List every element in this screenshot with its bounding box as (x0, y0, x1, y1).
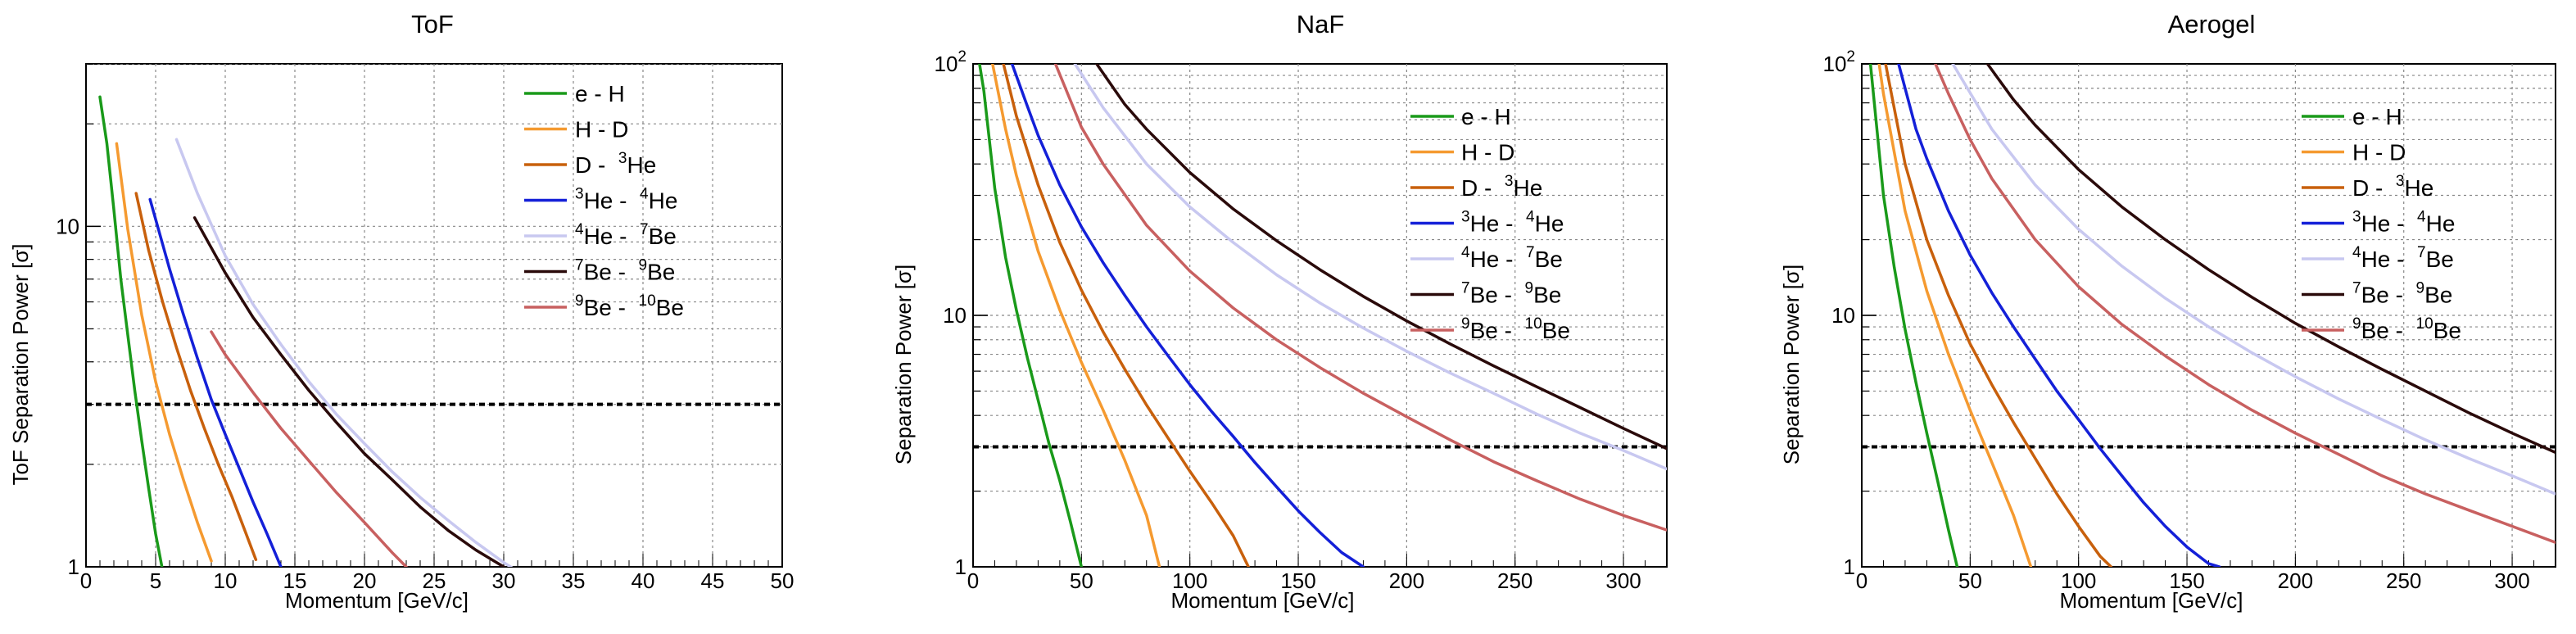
x-tick-label: 50 (1070, 568, 1093, 593)
grid (86, 64, 782, 567)
x-tick-label: 100 (2061, 568, 2096, 593)
x-tick-label: 0 (1856, 568, 1867, 593)
series-line-d-3he (134, 192, 258, 561)
series-line-e-h (1868, 64, 1959, 567)
series-line-4he-7be (174, 138, 514, 567)
x-axis-label: Momentum [GeV/c] (2060, 588, 2243, 613)
legend-label-3he-4he: 3He - 4He (1461, 209, 1564, 237)
legend-label-9be-10be: 9Be - 10Be (575, 292, 684, 320)
chart-title: Aerogel (2168, 10, 2256, 38)
y-axis-label: Separation Power [σ] (1779, 265, 1804, 464)
x-tick-label: 5 (150, 568, 161, 593)
x-tick-label: 300 (2494, 568, 2529, 593)
series-line-7be-9be (1985, 64, 2556, 455)
legend: e - H H - D D - 3He 3He - 4He 4He - 7Be 7Be -… (524, 81, 684, 320)
y-axis-label: Separation Power [σ] (891, 265, 916, 464)
x-tick-label: 200 (1389, 568, 1424, 593)
legend-label-4he-7be: 4He - 7Be (2352, 244, 2454, 272)
legend-label-4he-7be: 4He - 7Be (1461, 244, 1563, 272)
series-line-4he-7be (1951, 64, 2556, 496)
y-tick-label: 10 (56, 214, 79, 238)
chart-panel-naf: 0 50 100 150 200 250 300 1 10 102 e - H H - D D - 3H… (891, 10, 1668, 613)
x-tick-label: 15 (283, 568, 307, 593)
series-group (98, 95, 514, 567)
y-tick-label: 1 (68, 555, 79, 579)
legend-label-7be-9be: 7Be - 9Be (1461, 280, 1561, 308)
x-tick-label: 100 (1172, 568, 1207, 593)
series-line-h-d (991, 64, 1161, 567)
legend-label-d-3he: D - 3He (1461, 173, 1542, 201)
legend-label-7be-9be: 7Be - 9Be (575, 257, 675, 285)
series-group (978, 64, 1667, 567)
series-line-h-d (1877, 64, 2033, 567)
legend-label-9be-10be: 9Be - 10Be (1461, 315, 1570, 343)
series-line-4he-7be (1073, 64, 1667, 471)
legend-label-3he-4he: 3He - 4He (2352, 209, 2455, 237)
series-line-h-d (115, 142, 213, 563)
series-group (1868, 64, 2556, 567)
x-tick-label: 250 (1497, 568, 1532, 593)
legend-label-3he-4he: 3He - 4He (575, 186, 677, 214)
legend: e - H H - D D - 3He 3He - 4He 4He - 7Be 7Be -… (1410, 104, 1570, 343)
y-tick-label: 102 (935, 48, 967, 76)
series-line-3he-4he (1897, 64, 2221, 567)
x-tick-label: 20 (353, 568, 377, 593)
series-line-e-h (98, 95, 164, 567)
x-tick-label: 0 (967, 568, 979, 593)
series-line-e-h (978, 64, 1084, 567)
y-axis-label: ToF Separation Power [σ] (8, 244, 33, 486)
series-line-3he-4he (148, 197, 283, 567)
x-tick-label: 35 (562, 568, 586, 593)
y-tick-label: 1 (1844, 555, 1855, 579)
legend-label-9be-10be: 9Be - 10Be (2352, 315, 2461, 343)
legend-label-7be-9be: 7Be - 9Be (2352, 280, 2452, 308)
grid (1862, 64, 2556, 567)
legend: e - H H - D D - 3He 3He - 4He 4He - 7Be 7Be -… (2302, 104, 2461, 343)
legend-label-d-3he: D - 3He (2352, 173, 2433, 201)
x-tick-label: 45 (701, 568, 725, 593)
series-line-3he-4he (1010, 64, 1365, 567)
chart-panel-aerogel: 0 50 100 150 200 250 300 1 10 102 e - H H - D D - 3H… (1779, 10, 2556, 613)
y-tick-label: 1 (955, 555, 967, 579)
x-tick-label: 50 (771, 568, 795, 593)
legend-label-h-d: H - D (2352, 140, 2406, 165)
x-tick-label: 25 (423, 568, 446, 593)
y-tick-label: 10 (943, 303, 967, 328)
x-tick-label: 250 (2386, 568, 2421, 593)
x-tick-label: 300 (1605, 568, 1641, 593)
chart-panel-tof: 0 5 10 15 20 25 30 35 40 45 50 1 10 e - H H - D D - 3He… (8, 10, 794, 613)
x-axis-label: Momentum [GeV/c] (285, 588, 469, 613)
legend-label-4he-7be: 4He - 7Be (575, 221, 677, 249)
legend-label-d-3he: D - 3He (575, 150, 656, 178)
x-tick-label: 150 (2169, 568, 2204, 593)
series-line-9be-10be (210, 330, 408, 567)
y-tick-label: 10 (1831, 303, 1855, 328)
series-line-7be-9be (1095, 64, 1667, 451)
chart-title: NaF (1297, 10, 1345, 38)
x-tick-label: 30 (492, 568, 516, 593)
legend-label-e-h: e - H (2352, 104, 2402, 129)
x-tick-label: 0 (80, 568, 92, 593)
legend-label-e-h: e - H (575, 81, 625, 106)
legend-label-e-h: e - H (1461, 104, 1511, 129)
series-line-9be-10be (1934, 64, 2556, 544)
x-tick-label: 10 (214, 568, 238, 593)
series-line-d-3he (1002, 64, 1250, 567)
series-line-7be-9be (192, 216, 505, 567)
legend-label-h-d: H - D (1461, 140, 1514, 165)
x-tick-label: 50 (1958, 568, 1982, 593)
y-tick-label: 102 (1823, 48, 1856, 76)
x-tick-label: 150 (1280, 568, 1315, 593)
chart-title: ToF (411, 10, 454, 38)
series-line-9be-10be (1053, 64, 1667, 532)
x-axis-label: Momentum [GeV/c] (1171, 588, 1355, 613)
series-line-d-3he (1884, 64, 2113, 567)
legend-label-h-d: H - D (575, 117, 628, 143)
x-tick-label: 200 (2278, 568, 2313, 593)
x-tick-label: 40 (632, 568, 655, 593)
